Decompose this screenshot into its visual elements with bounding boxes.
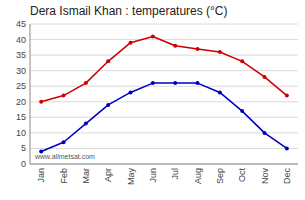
grid-line (30, 39, 298, 40)
x-tick-label: Nov (260, 168, 270, 185)
point-marker (84, 122, 88, 126)
point-marker (240, 59, 244, 63)
point-marker (39, 100, 43, 104)
watermark: www.allmetsat.com (34, 153, 95, 160)
point-marker (173, 44, 177, 48)
plot-area (39, 34, 289, 153)
y-tick-label: 20 (16, 97, 26, 107)
y-tick-label: 45 (16, 19, 26, 29)
y-tick-label: 35 (16, 50, 26, 60)
x-tick-label: Apr (103, 168, 113, 182)
x-tick-label: Feb (59, 168, 69, 184)
grid-line (30, 70, 298, 71)
x-tick-label: Aug (193, 168, 203, 184)
point-marker (263, 75, 267, 79)
title: Dera Ismail Khan : temperatures (°C) (30, 4, 228, 18)
point-marker (62, 140, 66, 144)
x-tick-label: Mar (81, 168, 91, 184)
point-marker (263, 131, 267, 135)
point-marker (196, 81, 200, 85)
series-line (41, 83, 287, 151)
x-tick-label: May (126, 168, 136, 186)
chart-container: Dera Ismail Khan : temperatures (°C) 0 5 10… (0, 0, 305, 200)
point-marker (218, 90, 222, 94)
point-marker (106, 103, 110, 107)
point-marker (129, 41, 133, 45)
grid-line (30, 117, 298, 118)
page: {"chart_data": {"type": "line", "title":… (0, 0, 305, 200)
x-tick-label: Oct (237, 168, 247, 183)
grid-line (30, 24, 298, 25)
x-tick-label: Sep (215, 168, 225, 184)
y-tick-label: 5 (21, 143, 26, 153)
point-marker (285, 94, 289, 98)
grid-line (30, 164, 298, 165)
x-axis-line (30, 164, 298, 165)
grid-line (30, 101, 298, 102)
grid (30, 24, 298, 164)
point-marker (151, 34, 155, 38)
x-tick-label: Jun (148, 168, 158, 183)
point-marker (196, 47, 200, 51)
grid-line (30, 132, 298, 133)
x-tick-label: Jul (170, 168, 180, 180)
grid-line (30, 86, 298, 87)
grid-line (30, 148, 298, 149)
point-marker (218, 50, 222, 54)
y-axis-line (30, 24, 31, 164)
series-line (41, 36, 287, 101)
chart-svg: Dera Ismail Khan : temperatures (°C) 0 5 10… (0, 0, 305, 200)
y-tick-label: 0 (21, 159, 26, 169)
point-marker (240, 109, 244, 113)
point-marker (151, 81, 155, 85)
point-marker (129, 90, 133, 94)
x-tick-label: Jan (36, 168, 46, 183)
y-tick-label: 30 (16, 66, 26, 76)
point-marker (285, 146, 289, 150)
point-marker (84, 81, 88, 85)
y-tick-label: 15 (16, 112, 26, 122)
x-tick-label: Dec (282, 168, 292, 185)
point-marker (173, 81, 177, 85)
point-marker (106, 59, 110, 63)
point-marker (62, 94, 66, 98)
y-tick-label: 25 (16, 81, 26, 91)
y-tick-label: 40 (16, 35, 26, 45)
grid-line (30, 55, 298, 56)
y-tick-label: 10 (16, 128, 26, 138)
